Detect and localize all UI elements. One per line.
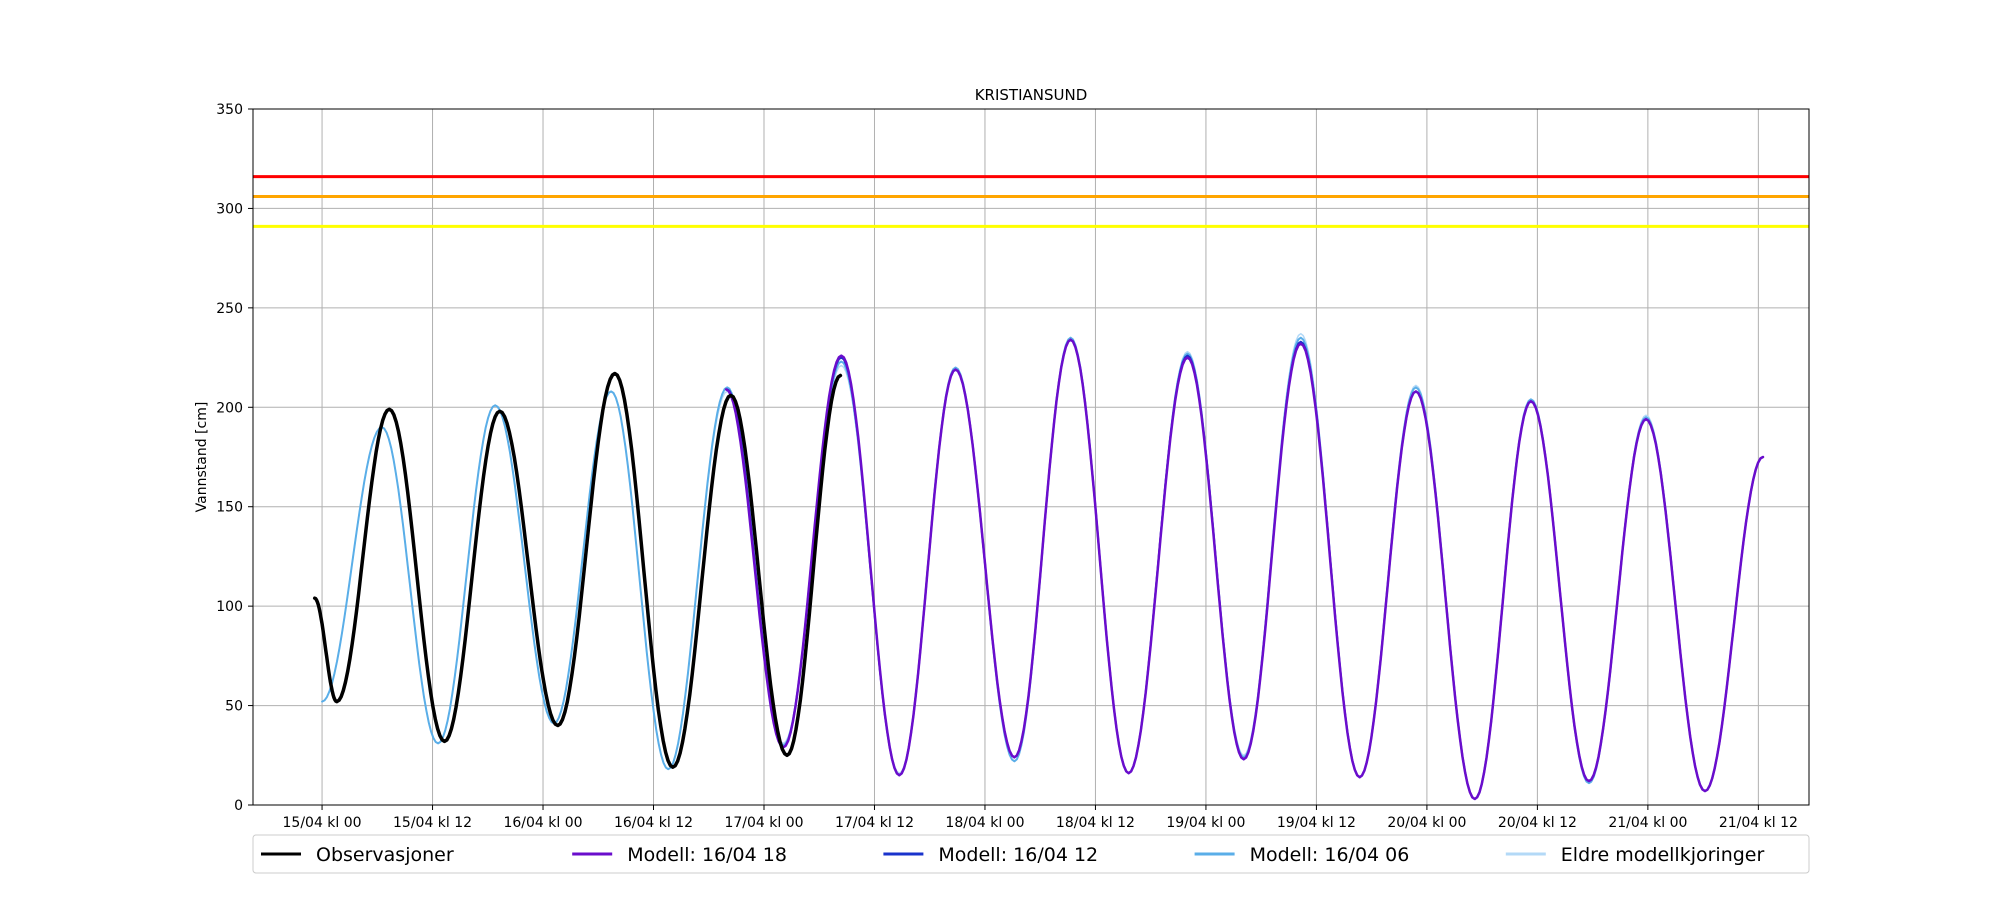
x-tick-label: 19/04 kl 12 <box>1277 815 1356 831</box>
y-tick-label: 50 <box>225 699 243 715</box>
x-tick-label: 17/04 kl 00 <box>724 815 803 831</box>
y-tick-label: 300 <box>216 201 243 217</box>
x-tick-label: 21/04 kl 12 <box>1719 815 1798 831</box>
y-tick-label: 350 <box>216 102 243 118</box>
series-lines <box>312 332 1765 801</box>
y-tick-label: 250 <box>216 301 243 317</box>
plot-frame <box>252 108 1810 806</box>
series-line-modell-16-04-18 <box>724 338 1765 801</box>
series-line-observasjoner <box>312 371 843 769</box>
y-tick-label: 0 <box>234 798 243 814</box>
y-tick-label: 100 <box>216 599 243 615</box>
y-axis-label: Vannstand [cm] <box>194 402 210 513</box>
x-tick-label: 20/04 kl 12 <box>1498 815 1577 831</box>
legend-label: Modell: 16/04 06 <box>1250 844 1410 866</box>
y-tick-label: 150 <box>216 500 243 516</box>
chart-title: KRISTIANSUND <box>975 86 1088 104</box>
x-tick-label: 16/04 kl 00 <box>503 815 582 831</box>
x-tick-label: 15/04 kl 12 <box>393 815 472 831</box>
legend-label: Modell: 16/04 18 <box>627 844 787 866</box>
legend-box <box>252 834 1810 874</box>
x-tick-label: 17/04 kl 12 <box>835 815 914 831</box>
x-tick-label: 20/04 kl 00 <box>1387 815 1466 831</box>
x-tick-label: 21/04 kl 00 <box>1608 815 1687 831</box>
y-tick-label: 200 <box>216 400 243 416</box>
legend-label: Eldre modellkjoringer <box>1561 844 1765 866</box>
legend-label: Observasjoner <box>316 844 454 866</box>
threshold-lines <box>253 175 1809 228</box>
legend-label: Modell: 16/04 12 <box>938 844 1098 866</box>
legend: Observasjoner Modell: 16/04 18 Modell: 16/… <box>252 834 1810 874</box>
x-tick-label: 15/04 kl 00 <box>283 815 362 831</box>
x-tick-label: 19/04 kl 00 <box>1166 815 1245 831</box>
x-tick-label: 18/04 kl 00 <box>945 815 1024 831</box>
x-tick-label: 18/04 kl 12 <box>1056 815 1135 831</box>
axis-ticks: 15/04 kl 00 15/04 kl 12 16/04 kl 00 16/04 k… <box>216 102 1798 831</box>
x-tick-label: 16/04 kl 12 <box>614 815 693 831</box>
